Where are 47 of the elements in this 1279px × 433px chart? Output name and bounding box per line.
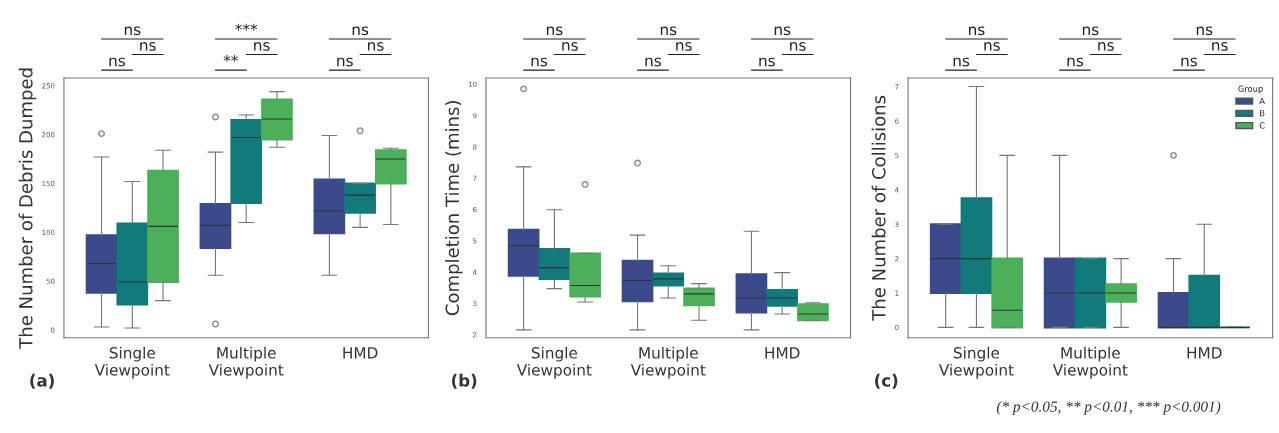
y-axis-title: The Number of Debris Dumped	[18, 68, 37, 349]
text: ns	[953, 57, 970, 67]
x-tick-label: HMD	[343, 347, 378, 359]
text: ns	[352, 26, 369, 36]
y-axis-title: The Number of Collisions	[871, 95, 886, 321]
text: ns	[645, 57, 661, 67]
text: ns	[1212, 42, 1228, 51]
text: (b)	[452, 373, 477, 389]
text: ns	[759, 57, 775, 67]
text: ns	[676, 42, 692, 51]
x-tick-label: HMD	[765, 347, 800, 359]
text: ns	[1082, 26, 1099, 36]
x-tick-label: HMD	[1187, 347, 1222, 359]
text: ns	[546, 26, 563, 36]
text: ns	[337, 57, 353, 67]
legend-label: C	[1259, 122, 1265, 129]
legend-label: B	[1260, 110, 1265, 117]
text: ns	[140, 42, 156, 51]
legend-title: Group	[1238, 85, 1263, 94]
x-tick-label: Multiple Viewpoint	[630, 346, 706, 379]
text: ***	[235, 23, 258, 31]
text: ns	[368, 42, 384, 51]
text: ns	[1181, 57, 1197, 67]
x-tick-label: Multiple Viewpoint	[208, 346, 284, 379]
x-tick-label: Single Viewpoint	[516, 346, 592, 379]
text: ns	[124, 26, 141, 36]
text: ns	[774, 26, 791, 36]
text: (c)	[875, 373, 898, 389]
text: ns	[1098, 42, 1114, 51]
x-tick-label: Single Viewpoint	[94, 346, 170, 379]
text: ns	[562, 42, 578, 51]
text: ns	[531, 57, 548, 67]
x-tick-label: Single Viewpoint	[938, 346, 1014, 379]
text: ns	[984, 42, 1000, 51]
text: (a)	[30, 373, 54, 389]
x-tick-label: Multiple Viewpoint	[1052, 346, 1128, 379]
text: ns	[1067, 57, 1084, 67]
text: ns	[254, 42, 270, 51]
legend-label: A	[1259, 97, 1265, 104]
text: ns	[1196, 26, 1213, 36]
text: **	[223, 54, 239, 62]
text: (* p<0.05, ** p<0.01, *** p<0.001)	[996, 400, 1221, 415]
text: ns	[660, 26, 677, 36]
text: ns	[969, 26, 985, 36]
y-axis-title: Completion Time (mins)	[445, 101, 463, 316]
text: ns	[109, 57, 125, 67]
text: ns	[790, 42, 806, 51]
